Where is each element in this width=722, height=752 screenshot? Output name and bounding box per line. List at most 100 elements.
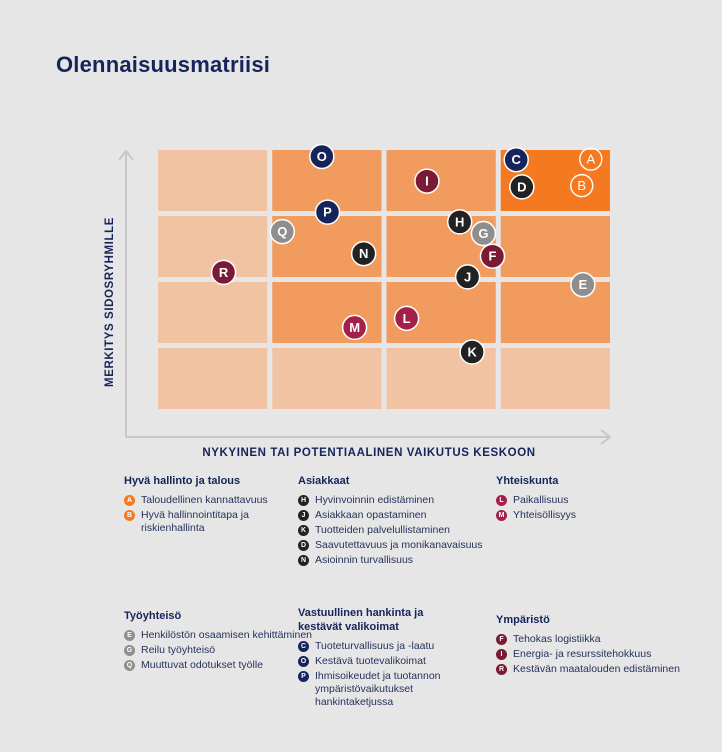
legend-item: G Reilu työyhteisö xyxy=(124,644,314,657)
matrix-point-label: R xyxy=(219,265,229,280)
legend-badge: R xyxy=(496,664,507,675)
y-axis-label: MERKITYS SIDOSRYHMILLE xyxy=(104,217,116,387)
matrix-point-r: R xyxy=(210,259,237,286)
legend-badge: F xyxy=(496,634,507,645)
matrix-point-label: C xyxy=(512,152,522,167)
matrix-point-h: H xyxy=(446,209,473,235)
matrix-point-j: J xyxy=(454,264,481,290)
legend-badge: P xyxy=(298,671,309,682)
legend-item: K Tuotteiden palvelullistaminen xyxy=(298,524,488,537)
legend-item: Q Muuttuvat odotukset työlle xyxy=(124,659,314,672)
legend-item: C Tuoteturvallisuus ja -laatu xyxy=(298,640,468,653)
legend-item-label: Energia- ja resurssitehokkuus xyxy=(513,648,652,660)
legend-item: B Hyvä hallinnointitapa ja riskienhallint… xyxy=(124,509,314,535)
matrix-point-d: D xyxy=(509,174,535,200)
matrix-point-label: B xyxy=(577,178,586,193)
legend-item: O Kestävä tuotevalikoimat xyxy=(298,655,468,668)
legend-item: N Asioinnin turvallisuus xyxy=(298,554,488,567)
page-title: Olennaisuusmatriisi xyxy=(56,52,271,77)
legend-badge: G xyxy=(124,645,135,656)
legend-badge: Q xyxy=(124,660,135,671)
matrix-cell-r4-c4 xyxy=(500,348,610,409)
matrix-point-o: O xyxy=(309,143,335,170)
legend-badge: E xyxy=(124,630,135,641)
legend-badge: N xyxy=(298,555,309,566)
matrix-point-marker xyxy=(269,218,296,245)
legend-item-label: Tehokas logistiikka xyxy=(513,633,601,645)
matrix-cell-r1-c1 xyxy=(158,150,268,211)
matrix-point-marker xyxy=(309,143,335,170)
legend-item-label: Saavutettavuus ja monikanavaisuus xyxy=(315,539,483,551)
legend-item-label: Reilu työyhteisö xyxy=(141,644,216,656)
matrix-point-a: A xyxy=(579,147,603,171)
matrix-cell-r1-c3 xyxy=(386,150,496,211)
legend-item: J Asiakkaan opastaminen xyxy=(298,509,488,522)
matrix-point-label: L xyxy=(403,311,411,326)
matrix-point-marker xyxy=(393,305,420,332)
legend-item: M Yhteisöllisyys xyxy=(496,509,686,522)
matrix-point-c: C xyxy=(503,146,529,173)
matrix-point-label: M xyxy=(349,320,360,335)
legend-group-hyva-hallinto: Hyvä hallinto ja talous A Taloudellinen ka… xyxy=(124,474,314,537)
matrix-point-label: A xyxy=(586,152,595,167)
matrix-point-q: Q xyxy=(269,218,296,245)
legend-item-label: Taloudellinen kannattavuus xyxy=(141,494,268,506)
matrix-point-marker xyxy=(341,314,368,341)
legend-item: R Kestävän maatalouden edistäminen xyxy=(496,663,686,676)
legend-item-label: Hyvinvoinnin edistäminen xyxy=(315,494,435,506)
matrix-point-label: P xyxy=(323,205,332,220)
matrix-point-marker xyxy=(470,220,497,247)
matrix-point-marker xyxy=(414,168,440,194)
matrix-point-marker xyxy=(479,243,506,269)
matrix-point-marker xyxy=(314,199,341,225)
matrix-cell-r3-c1 xyxy=(158,282,268,343)
legend-item-label: Ihmisoikeudet ja tuotannon ympäristövaik… xyxy=(315,670,441,708)
matrix-point-marker xyxy=(570,173,594,198)
legend-badge: I xyxy=(496,649,507,660)
legend-item: P Ihmisoikeudet ja tuotannon ympäristövai… xyxy=(298,670,468,709)
x-axis-arrow xyxy=(600,429,612,445)
matrix-point-marker xyxy=(446,209,473,235)
matrix-point-label: K xyxy=(467,345,477,360)
matrix-point-label: E xyxy=(579,277,588,292)
legend-item: L Paikallisuus xyxy=(496,494,686,507)
legend-item: A Taloudellinen kannattavuus xyxy=(124,494,314,507)
legend-item-label: Muuttuvat odotukset työlle xyxy=(141,659,263,671)
matrix-point-marker xyxy=(509,174,535,200)
legend-badge: K xyxy=(298,525,309,536)
legend-badge: L xyxy=(496,495,507,506)
legend-badge: H xyxy=(298,495,309,506)
legend-badge: M xyxy=(496,510,507,521)
legend-item: H Hyvinvoinnin edistäminen xyxy=(298,494,488,507)
legend-item-label: Henkilöstön osaamisen kehittäminen xyxy=(141,629,313,641)
legend-group-tyoyhteiso: Työyhteisö E Henkilöstön osaamisen kehittä… xyxy=(124,609,314,674)
x-axis-label: NYKYINEN TAI POTENTIAALINEN VAIKUTUS KES… xyxy=(202,447,535,459)
matrix-cell-r2-c4 xyxy=(500,216,610,277)
legend-title: Ympäristö xyxy=(496,614,550,626)
legend-item-label: Asiakkaan opastaminen xyxy=(315,509,427,521)
matrix-point-label: F xyxy=(489,249,497,264)
matrix-point-label: N xyxy=(359,246,368,261)
matrix-point-e: E xyxy=(570,271,596,298)
matrix-cell-r4-c1 xyxy=(158,348,268,409)
legend-item: I Energia- ja resurssitehokkuus xyxy=(496,648,686,661)
legend-item: F Tehokas logistiikka xyxy=(496,633,686,646)
matrix-points: AB CD E FGH I J K L M N O P Q R xyxy=(210,143,603,365)
legend-item-label: Tuoteturvallisuus ja -laatu xyxy=(315,640,435,652)
legend-group-ymparisto: Ympäristö F Tehokas logistiikka I Energia- j… xyxy=(496,613,686,678)
legend-item: E Henkilöstön osaamisen kehittäminen xyxy=(124,629,314,642)
matrix-point-n: N xyxy=(350,240,377,267)
matrix-point-marker xyxy=(570,271,596,298)
legend-badge: A xyxy=(124,495,135,506)
matrix-point-label: J xyxy=(464,269,471,284)
matrix-point-label: G xyxy=(478,226,488,241)
matrix-point-f: F xyxy=(479,243,506,269)
legend-title: Asiakkaat xyxy=(298,475,350,487)
legend-item: D Saavutettavuus ja monikanavaisuus xyxy=(298,539,488,552)
legend-badge: C xyxy=(298,641,309,652)
matrix-point-label: I xyxy=(425,174,429,189)
legend-item-label: Asioinnin turvallisuus xyxy=(315,554,414,566)
legend-item-label: Hyvä hallinnointitapa ja riskienhallinta xyxy=(141,509,249,534)
matrix-point-label: D xyxy=(517,179,526,194)
legend-badge: O xyxy=(298,656,309,667)
